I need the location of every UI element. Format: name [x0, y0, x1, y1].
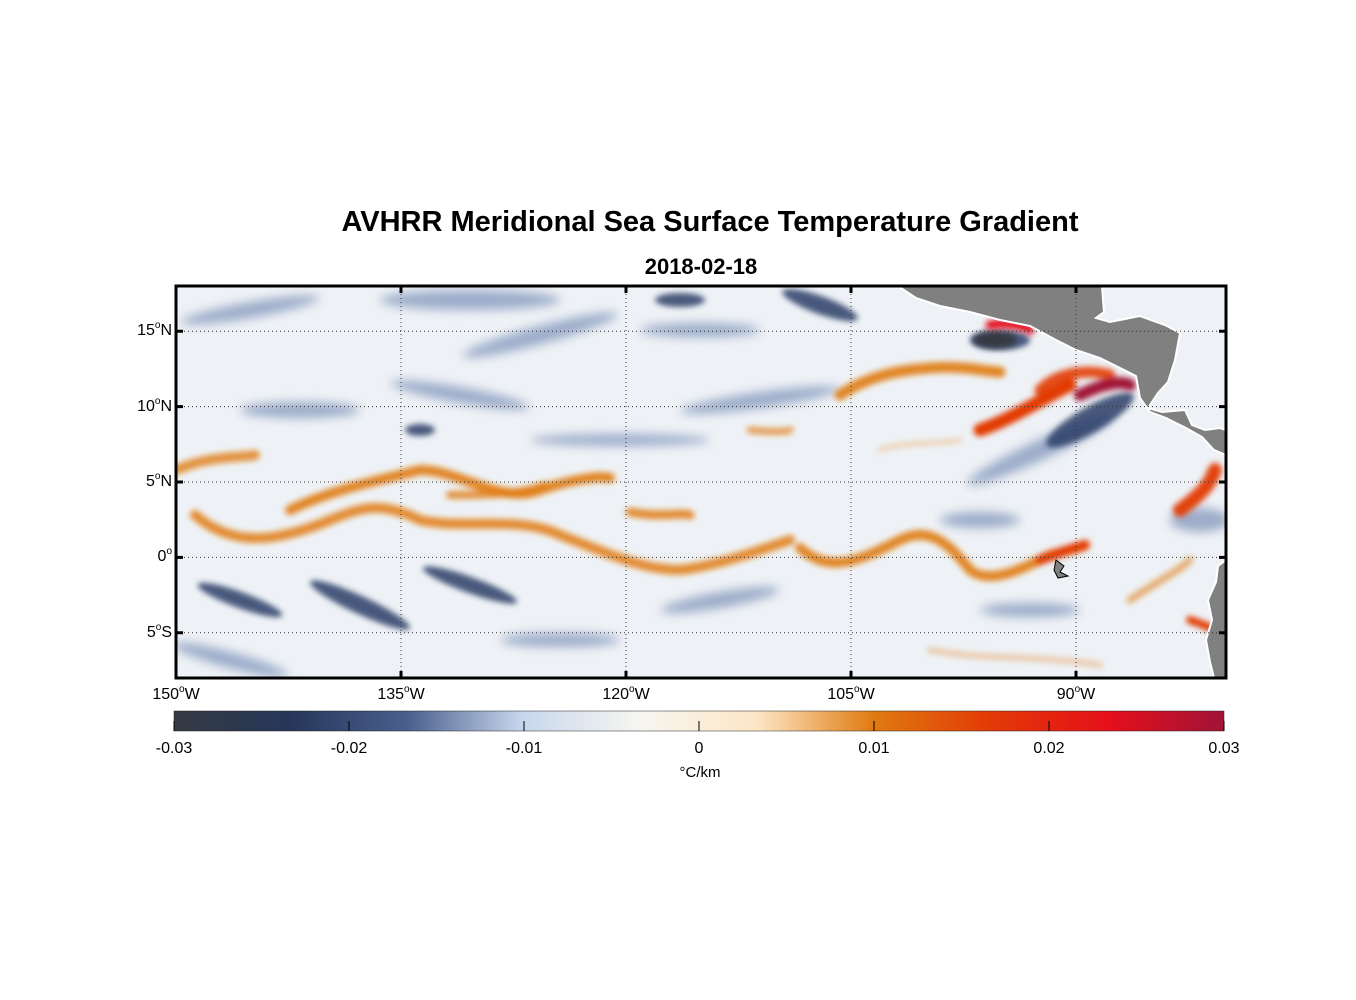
map-subtitle-date: 2018-02-18	[644, 254, 758, 279]
colorbar-tick-label: 0	[694, 740, 704, 757]
map-frame	[174, 284, 1228, 680]
lon-tick-label: 120oW	[602, 684, 650, 703]
colorbar-ticks	[173, 721, 1225, 731]
lat-tick-label: 5oN	[145, 471, 172, 490]
lon-tick-label: 135oW	[377, 684, 425, 703]
land-south-america	[1204, 558, 1226, 678]
colorbar-tick-label: -0.02	[330, 740, 368, 757]
colorbar-tick-label: 0.02	[1033, 740, 1065, 757]
land-central-america	[896, 286, 1226, 457]
colorbar-tick-label: 0.03	[1208, 740, 1240, 757]
land-galapagos	[1053, 559, 1070, 579]
lat-tick-label: 5oS	[146, 621, 172, 641]
colorbar-tick-label: -0.03	[155, 740, 193, 757]
lon-tick-label: 105oW	[827, 684, 875, 703]
colorbar-tick-label: 0.01	[858, 740, 890, 757]
lat-tick-label: 15oN	[137, 320, 172, 340]
lon-tick-label: 150oW	[152, 684, 200, 703]
colorbar-unit-label: °C/km	[679, 764, 721, 781]
map-title: AVHRR Meridional Sea Surface Temperature…	[341, 206, 1079, 238]
colorbar-tick-label: -0.01	[505, 740, 543, 757]
lat-tick-label: 10oN	[137, 395, 172, 415]
lat-tick-label: 0o	[157, 546, 172, 566]
sst-gradient-field	[176, 286, 1226, 678]
lon-tick-label: 90oW	[1056, 684, 1096, 703]
